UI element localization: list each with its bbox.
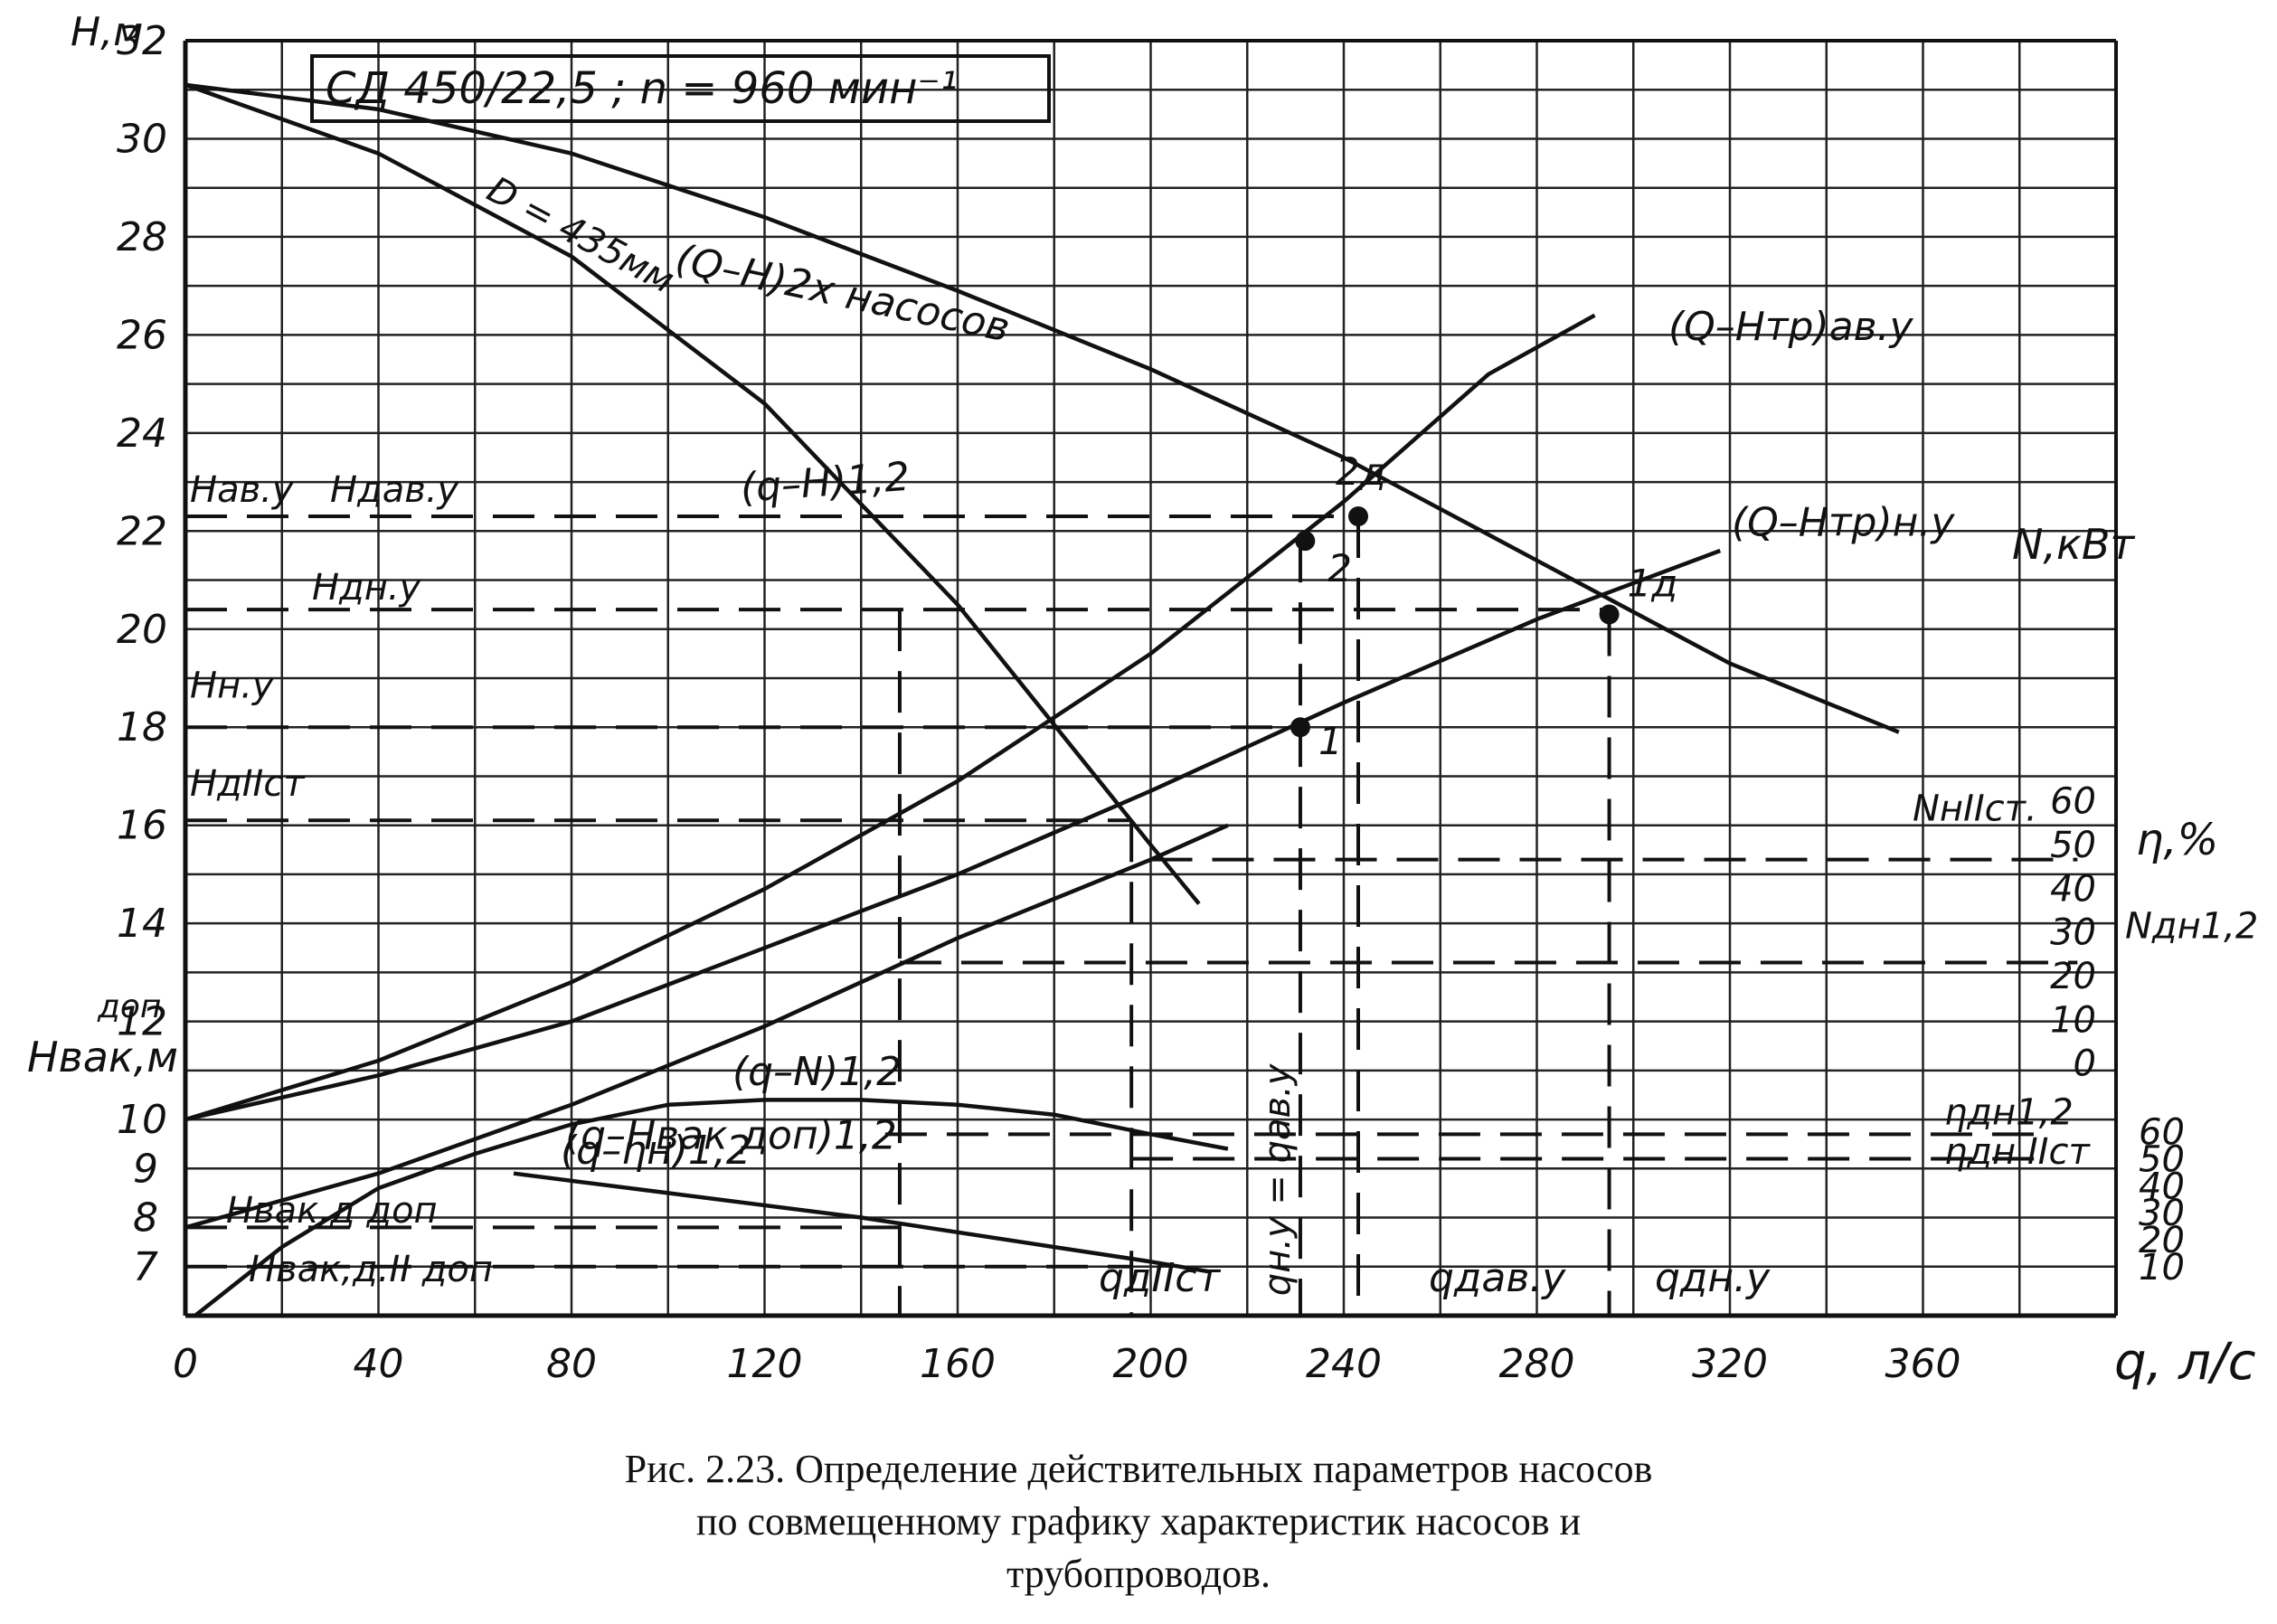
axes: 0 40 80 120 160 200 240 280 320 36010121416182022… (117, 18, 2185, 1387)
ref-line-h-label: Hвак,д доп (226, 1190, 438, 1232)
x-tick-label: 360 (1885, 1341, 1961, 1387)
series-line (184, 313, 1596, 1122)
series-label: (q–Hвак доп)1,2 (565, 1113, 897, 1159)
power-tick-label: 30 (2050, 912, 2096, 954)
labeled-point-label: 1д (1628, 562, 1678, 606)
x-tick-label: 160 (920, 1341, 996, 1387)
series-line (184, 548, 1722, 1122)
y-tick-label: 26 (117, 312, 167, 358)
series-label: (q–N)1,2 (732, 1049, 902, 1095)
power-axis-title: N,кВт (2012, 520, 2135, 569)
labeled-point (1599, 604, 1620, 625)
y-tick-label: 32 (117, 18, 167, 64)
y-tick-label: 16 (117, 803, 167, 849)
series-label: (Q–Hтр)н.у (1732, 500, 1955, 546)
labeled-point-label: 2 (1327, 546, 1352, 590)
eff-tick-label: 20 (2139, 1220, 2185, 1261)
series-line (184, 82, 1900, 734)
ref-line-h-label: Hав.у (190, 469, 295, 511)
power-tick-label: 40 (2050, 868, 2096, 910)
y2-tick-label: 9 (133, 1146, 158, 1192)
y-tick-label: 24 (117, 411, 167, 457)
labeled-point-label: 2д (1336, 449, 1386, 494)
power-tick-label: 10 (2050, 999, 2096, 1041)
series-line (184, 823, 1229, 1230)
y-tick-label: 28 (117, 214, 167, 260)
figure-caption: Рис. 2.23. Определение действительных па… (0, 1443, 2277, 1600)
ref-line-h-label: ηдн IIст (1944, 1131, 2091, 1173)
x-tick-label: 320 (1692, 1341, 1768, 1387)
series-label: (Q–Hтр)ав.у (1668, 304, 1913, 350)
x-axis-title: q, л/с (2114, 1333, 2256, 1392)
reference-lines: Hав.у Hдав.у Hдн.у Hн.у HдIIст NнIIст. Nдн1,2 η… (185, 469, 2258, 1316)
x-tick-label: 80 (546, 1341, 597, 1387)
labeled-point-label: 1 (1318, 719, 1343, 763)
y2-tick-label: 8 (133, 1195, 158, 1242)
eff-tick-label: 10 (2139, 1247, 2185, 1289)
labeled-point (1348, 506, 1369, 527)
y-tick-label: 18 (117, 704, 167, 751)
x-tick-label: 200 (1113, 1341, 1189, 1387)
series-line (513, 1171, 1209, 1274)
ref-line-v-label: qдав.у (1429, 1255, 1566, 1301)
series: (Q–H)2х насосов(q–H)1,2(Q–Hтр)ав.у(Q–Hтр… (184, 82, 1955, 1317)
eff-tick-label: 40 (2139, 1166, 2185, 1207)
ref-line-h-label: Hдн.у (312, 567, 422, 609)
eff-tick-label: 30 (2139, 1193, 2185, 1234)
ref-line-v-label: qдн.у (1655, 1255, 1771, 1301)
power-tick-label: 60 (2050, 781, 2096, 823)
ref-line-h-label: NнIIст. (1913, 788, 2037, 829)
ref-line-h-label: HдIIст (190, 763, 306, 805)
eff-tick-label: 50 (2139, 1138, 2185, 1180)
y-tick-label: 14 (117, 901, 167, 947)
x-tick-label: 40 (354, 1341, 404, 1387)
x-tick-label: 280 (1499, 1341, 1575, 1387)
y-tick-label: 30 (117, 116, 167, 162)
y-tick-label: 10 (117, 1097, 167, 1143)
ref-line-h-label: Nдн1,2 (2125, 905, 2258, 947)
y2-axis-title-sup: доп (97, 988, 161, 1025)
power-tick-label: 20 (2050, 956, 2096, 997)
labeled-point (1290, 717, 1310, 738)
x-tick-label: 0 (173, 1341, 198, 1387)
series-label: (q–ηн)1,2 (561, 1128, 751, 1174)
x-tick-label: 120 (727, 1341, 803, 1387)
title-box (310, 54, 1051, 123)
power-tick-label: 0 (2074, 1043, 2096, 1085)
y-tick-label: 12 (117, 999, 167, 1045)
y2-tick-label: 7 (133, 1244, 158, 1290)
x-tick-label: 240 (1306, 1341, 1382, 1387)
y2-axis-title: Hвак,м (27, 1033, 178, 1081)
caption-line-3: трубопроводов. (1006, 1552, 1271, 1596)
chart-title: СД 450/22,5 ; n = 960 мин⁻¹ (326, 63, 958, 114)
ref-line-v-label: qн.у = qав.у (1257, 1062, 1299, 1296)
y-axis-title: H,м (71, 9, 143, 55)
ref-line-h-label: Hвак,д.II доп (249, 1249, 493, 1290)
series-line (184, 82, 1201, 905)
power-tick-label: 50 (2050, 825, 2096, 866)
labeled-point (1295, 531, 1316, 552)
eff-axis-title: η,% (2136, 815, 2218, 865)
caption-line-1: Рис. 2.23. Определение действительных па… (624, 1447, 1653, 1491)
eff-tick-label: 60 (2139, 1112, 2185, 1154)
caption-line-2: по совмещенному графику характеристик на… (695, 1499, 1582, 1544)
series-line (194, 1098, 1229, 1317)
ref-line-h-label: ηдн1,2 (1944, 1092, 2074, 1134)
y-tick-label: 22 (117, 508, 167, 554)
labeled-points: 1д 2д 1 2 (1290, 449, 1677, 763)
ref-line-h-label: Hн.у (190, 666, 275, 707)
y-tick-label: 20 (117, 607, 167, 653)
ref-line-h-label: Hдав.у (330, 469, 460, 511)
grid (185, 41, 2116, 1316)
